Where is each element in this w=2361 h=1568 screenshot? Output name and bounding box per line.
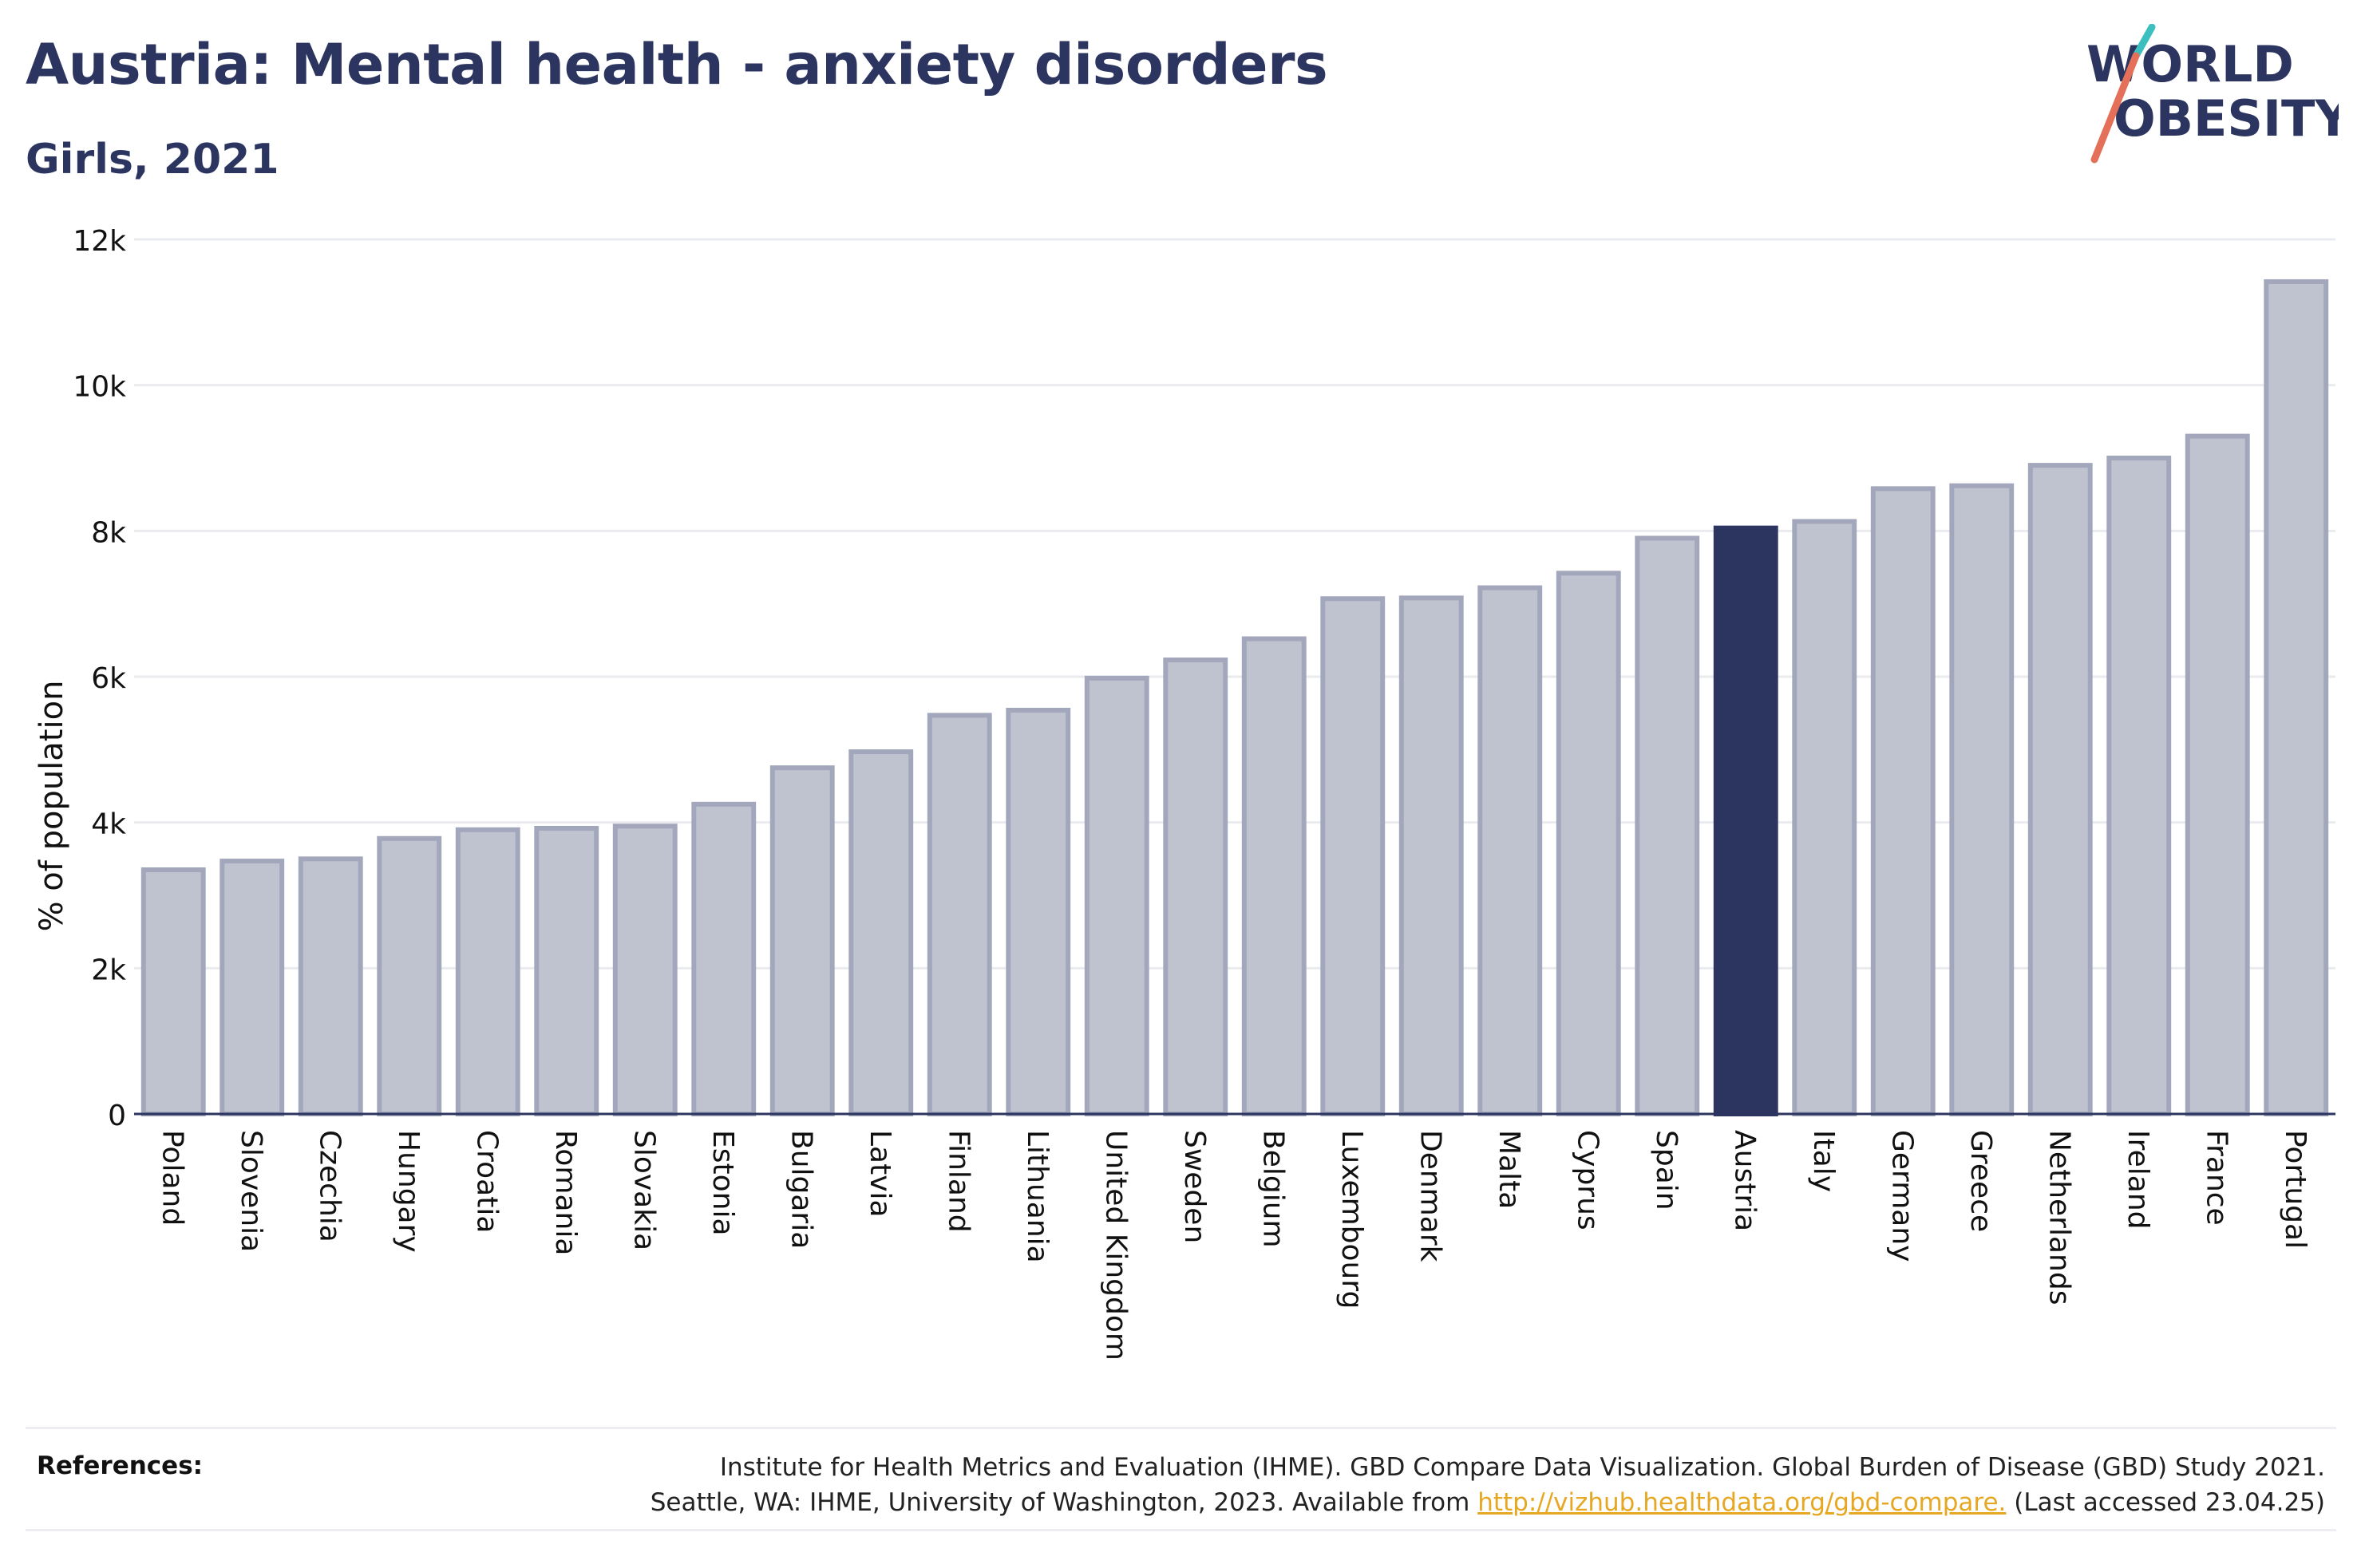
bar-ireland[interactable] <box>2106 456 2172 1116</box>
x-tick-label: Finland <box>942 1130 975 1233</box>
x-tick-label: Malta <box>1493 1130 1525 1209</box>
y-tick-labels: 0 2k 4k 6k 8k 10k 12k <box>73 225 126 1132</box>
x-tick-label: Netherlands <box>2043 1130 2075 1305</box>
logo-word-world: WORLD <box>2086 35 2294 93</box>
y-axis-label: % of population <box>34 681 70 932</box>
bar-luxembourg[interactable] <box>1320 596 1386 1117</box>
bar-denmark[interactable] <box>1398 595 1464 1116</box>
bar-czechia[interactable] <box>298 856 363 1116</box>
x-tick-label: Italy <box>1807 1130 1840 1192</box>
x-tick-label: Denmark <box>1414 1130 1446 1262</box>
bar-estonia[interactable] <box>691 801 757 1116</box>
x-tick-label: Luxembourg <box>1335 1130 1368 1309</box>
bars <box>140 278 2329 1117</box>
bar-greece[interactable] <box>1949 483 2015 1116</box>
x-tick-label: Lithuania <box>1021 1130 1054 1263</box>
bar-finland[interactable] <box>927 713 992 1116</box>
y-tick-label: 4k <box>91 808 126 841</box>
bar-slovakia[interactable] <box>612 823 678 1116</box>
bar-sweden[interactable] <box>1163 657 1228 1116</box>
bar-poland[interactable] <box>140 867 206 1116</box>
bar-united-kingdom[interactable] <box>1084 675 1149 1116</box>
bar-slovenia[interactable] <box>219 859 285 1116</box>
x-tick-label: Ireland <box>2122 1130 2154 1230</box>
bar-latvia[interactable] <box>848 749 914 1116</box>
x-tick-label: Estonia <box>706 1130 739 1236</box>
reference-line-2-prefix: Seattle, WA: IHME, University of Washing… <box>650 1488 1478 1517</box>
x-tick-label: Sweden <box>1178 1130 1211 1243</box>
reference-line-2: Seattle, WA: IHME, University of Washing… <box>651 1485 2325 1520</box>
y-tick-label: 12k <box>73 225 126 258</box>
references-label: References: <box>37 1451 204 1480</box>
x-tick-label: Bulgaria <box>785 1130 817 1249</box>
x-tick-label: Latvia <box>864 1130 896 1218</box>
x-tick-label: Romania <box>549 1130 582 1255</box>
x-tick-label: Germany <box>1885 1130 1918 1262</box>
x-tick-label: Slovakia <box>627 1130 660 1250</box>
reference-line-1: Institute for Health Metrics and Evaluat… <box>719 1453 2325 1482</box>
x-tick-label: Belgium <box>1256 1130 1289 1248</box>
y-tick-label: 0 <box>108 1100 126 1132</box>
logo-word-obesity: OBESITY <box>2114 89 2339 148</box>
x-tick-label: France <box>2200 1130 2232 1226</box>
x-tick-label: Portugal <box>2279 1130 2312 1249</box>
bar-france[interactable] <box>2185 433 2250 1117</box>
x-tick-label: Poland <box>156 1130 188 1226</box>
bar-italy[interactable] <box>1792 519 1857 1116</box>
y-tick-label: 2k <box>91 954 126 986</box>
bar-malta[interactable] <box>1477 585 1543 1117</box>
bar-hungary[interactable] <box>377 835 442 1116</box>
y-tick-label: 8k <box>91 516 126 549</box>
x-tick-label: Czechia <box>313 1130 346 1242</box>
reference-link[interactable]: http://vizhub.healthdata.org/gbd-compare… <box>1477 1488 2007 1517</box>
bar-germany[interactable] <box>1870 486 1936 1116</box>
references-text: Institute for Health Metrics and Evaluat… <box>651 1450 2325 1520</box>
x-tick-label: Greece <box>1964 1130 1997 1232</box>
world-obesity-logo: WORLD OBESITY <box>2086 24 2339 164</box>
bar-belgium[interactable] <box>1241 636 1307 1116</box>
bar-romania[interactable] <box>534 825 599 1116</box>
x-tick-label: Cyprus <box>1571 1130 1604 1230</box>
reference-line-2-suffix: (Last accessed 23.04.25) <box>2006 1488 2325 1517</box>
y-tick-label: 10k <box>73 371 126 404</box>
x-tick-label: Austria <box>1728 1130 1761 1231</box>
logo-slash-coral <box>2090 52 2140 164</box>
bar-croatia[interactable] <box>455 827 520 1116</box>
bar-chart: 0 2k 4k 6k 8k 10k 12k Poland Slovenia Czechia Hun… <box>34 225 2335 1361</box>
page-subtitle: Girls, 2021 <box>26 136 279 184</box>
bar-portugal[interactable] <box>2264 278 2329 1116</box>
x-tick-labels: Poland Slovenia Czechia Hungary Croatia Roman… <box>156 1130 2312 1361</box>
bar-cyprus[interactable] <box>1556 571 1621 1117</box>
bar-spain[interactable] <box>1635 535 1700 1116</box>
y-tick-label: 6k <box>91 662 126 695</box>
page-title: Austria: Mental health - anxiety disorde… <box>26 32 1328 97</box>
x-tick-label: Croatia <box>470 1130 503 1233</box>
bar-netherlands[interactable] <box>2027 463 2093 1116</box>
logo-slash-teal <box>2132 24 2156 60</box>
x-tick-label: United Kingdom <box>1099 1130 1132 1361</box>
bar-austria[interactable] <box>1713 525 1778 1116</box>
x-tick-label: Slovenia <box>235 1130 267 1252</box>
bar-lithuania[interactable] <box>1006 708 1071 1116</box>
bar-bulgaria[interactable] <box>769 765 835 1117</box>
x-tick-label: Hungary <box>392 1130 425 1253</box>
references-panel: References: Institute for Health Metrics… <box>26 1427 2336 1531</box>
x-tick-label: Spain <box>1650 1130 1683 1211</box>
